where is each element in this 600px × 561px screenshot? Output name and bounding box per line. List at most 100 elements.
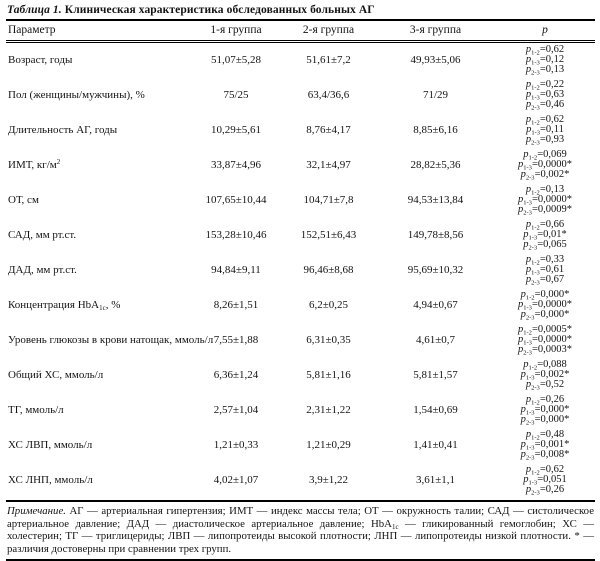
column-header-p: p	[495, 20, 595, 43]
group2-value-cell: 96,46±8,68	[303, 264, 354, 276]
p-values-cell: p1-2=0,088 p1-3=0,002* p2-3=0,52	[495, 358, 595, 393]
header-row: Параметр 1-я группа 2-я группа 3-я групп…	[6, 20, 595, 43]
parameter-cell: Общий ХС, ммоль/л	[8, 369, 104, 381]
p-value-line: p2-3=0,000*	[520, 414, 570, 427]
group1-value-cell: 75/25	[223, 89, 249, 101]
p-value-line: p1-3=0,61	[525, 264, 565, 277]
p-value-line: p1-3=0,0000*	[518, 194, 572, 207]
p-value-line: p1-2=0,26	[525, 394, 565, 407]
parameter-cell: ИМТ, кг/м2	[8, 158, 61, 172]
p-values-cell: p1-2=0,069 p1-3=0,0000* p2-3=0,002*	[495, 148, 595, 183]
p-value-line: p1-2=0,088	[523, 359, 567, 372]
table-row: САД, мм рт.ст. 153,28±10,46 152,51±6,43 149…	[6, 218, 595, 253]
p-value-line: p1-3=0,002*	[520, 369, 570, 382]
group1-value-cell: 2,57±1,04	[213, 404, 259, 416]
table-body: Возраст, годы 51,07±5,28 51,61±7,2 49,93±5,…	[6, 42, 595, 499]
footnote: Примечание. АГ — артериальная гипертензи…	[6, 500, 595, 561]
group3-value-cell: 149,78±8,56	[407, 229, 464, 241]
table-title: Клиническая характеристика обследованных…	[64, 4, 375, 16]
p-value-line: p1-2=0,000*	[520, 289, 570, 302]
group1-value-cell: 51,07±5,28	[210, 54, 262, 66]
p-value-line: p2-3=0,13	[525, 64, 565, 77]
p-value-line: p2-3=0,52	[525, 379, 565, 392]
group3-value-cell: 1,41±0,41	[413, 439, 458, 451]
p-value-line: p1-3=0,01*	[523, 229, 567, 242]
p-value-line: p1-2=0,66	[525, 219, 565, 232]
p-values-cell: p1-2=0,62 p1-3=0,051 p2-3=0,26	[495, 463, 595, 498]
group2-value-cell: 5,81±1,16	[306, 369, 351, 381]
group3-value-cell: 4,94±0,67	[413, 299, 458, 311]
parameter-cell: Пол (женщины/мужчины), %	[8, 89, 145, 101]
group2-value-cell: 1,21±0,29	[306, 439, 351, 451]
p-value-line: p1-3=0,0000*	[518, 299, 572, 312]
parameter-cell: ХС ЛВП, ммоль/л	[8, 439, 93, 451]
group2-value-cell: 32,1±4,97	[306, 159, 351, 171]
group3-value-cell: 71/29	[422, 89, 449, 101]
p-value-line: p2-3=0,002*	[520, 169, 570, 182]
p-value-line: p1-2=0,62	[525, 464, 565, 477]
group3-value-cell: 49,93±5,06	[410, 54, 461, 66]
p-value-line: p2-3=0,46	[525, 99, 565, 112]
group3-value-cell: 95,69±10,32	[407, 264, 464, 276]
parameter-cell: ДАД, мм рт.ст.	[8, 264, 77, 276]
p-value-line: p1-2=0,0005*	[518, 324, 572, 337]
p-value-line: p2-3=0,26	[525, 484, 565, 497]
group2-value-cell: 63,4/36,6	[307, 89, 350, 101]
p-value-line: p1-2=0,22	[525, 79, 565, 92]
table-row: Общий ХС, ммоль/л 6,36±1,24 5,81±1,16 5,81±…	[6, 358, 595, 393]
p-value-line: p1-2=0,48	[525, 429, 565, 442]
p-value-line: p2-3=0,93	[525, 134, 565, 147]
table-caption: Таблица 1. Клиническая характеристика об…	[6, 2, 595, 19]
group2-value-cell: 104,71±7,8	[303, 194, 354, 206]
group1-value-cell: 153,28±10,46	[205, 229, 267, 241]
parameter-cell: ХС ЛНП, ммоль/л	[8, 474, 93, 486]
parameter-cell: Уровень глюкозы в крови натощак, ммоль/л	[8, 334, 214, 346]
group3-value-cell: 1,54±0,69	[413, 404, 458, 416]
p-value-line: p1-3=0,0000*	[518, 159, 572, 172]
p-value-line: p1-3=0,051	[523, 474, 567, 487]
parameter-cell: Возраст, годы	[8, 54, 73, 66]
p-value-line: p2-3=0,0003*	[518, 344, 572, 357]
group1-value-cell: 7,55±1,88	[213, 334, 259, 346]
p-values-cell: p1-2=0,62 p1-3=0,12 p2-3=0,13	[495, 42, 595, 79]
clinical-characteristics-table: Параметр 1-я группа 2-я группа 3-я групп…	[6, 19, 595, 498]
group2-value-cell: 51,61±7,2	[306, 54, 351, 66]
p-values-cell: p1-2=0,000* p1-3=0,0000* p2-3=0,000*	[495, 288, 595, 323]
p-value-line: p1-2=0,62	[525, 114, 565, 127]
table-row: ДАД, мм рт.ст. 94,84±9,11 96,46±8,68 95,69±…	[6, 253, 595, 288]
group2-value-cell: 152,51±6,43	[300, 229, 357, 241]
p-value-line: p1-3=0,11	[526, 124, 564, 137]
group3-value-cell: 5,81±1,57	[413, 369, 458, 381]
table-row: Длительность АГ, годы 10,29±5,61 8,76±4,17…	[6, 113, 595, 148]
parameter-cell: Концентрация HbA1c, %	[8, 299, 121, 312]
p-value-line: p2-3=0,000*	[520, 309, 570, 322]
p-values-cell: p1-2=0,0005* p1-3=0,0000* p2-3=0,0003*	[495, 323, 595, 358]
p-values-cell: p1-2=0,13 p1-3=0,0000* p2-3=0,0009*	[495, 183, 595, 218]
p-value-line: p1-2=0,13	[525, 184, 565, 197]
group3-value-cell: 4,61±0,7	[415, 334, 456, 346]
p-value-line: p1-3=0,63	[525, 89, 565, 102]
group2-value-cell: 2,31±1,22	[306, 404, 351, 416]
group1-value-cell: 4,02±1,07	[213, 474, 259, 486]
column-header-group3: 3-я группа	[376, 20, 495, 43]
group3-value-cell: 94,53±13,84	[407, 194, 464, 206]
table-row: Уровень глюкозы в крови натощак, ммоль/л…	[6, 323, 595, 358]
table-number: Таблица 1.	[7, 4, 62, 16]
table-row: Пол (женщины/мужчины), % 75/25 63,4/36,6 71…	[6, 78, 595, 113]
group3-value-cell: 8,85±6,16	[413, 124, 458, 136]
p-value-line: p1-3=0,000*	[520, 404, 570, 417]
group1-value-cell: 6,36±1,24	[213, 369, 259, 381]
group1-value-cell: 94,84±9,11	[211, 264, 261, 276]
group1-value-cell: 33,87±4,96	[210, 159, 262, 171]
group2-value-cell: 6,2±0,25	[308, 299, 349, 311]
table-row: Концентрация HbA1c, % 8,26±1,51 6,2±0,25 4,…	[6, 288, 595, 323]
column-header-group2: 2-я группа	[281, 20, 376, 43]
p-value-line: p1-2=0,62	[525, 44, 565, 57]
p-values-cell: p1-2=0,26 p1-3=0,000* p2-3=0,000*	[495, 393, 595, 428]
group2-value-cell: 8,76±4,17	[306, 124, 351, 136]
p-value-line: p1-2=0,069	[523, 149, 567, 162]
parameter-cell: САД, мм рт.ст.	[8, 229, 77, 241]
p-value-line: p2-3=0,0009*	[518, 204, 572, 217]
table-row: ТГ, ммоль/л 2,57±1,04 2,31±1,22 1,54±0,69 p1…	[6, 393, 595, 428]
